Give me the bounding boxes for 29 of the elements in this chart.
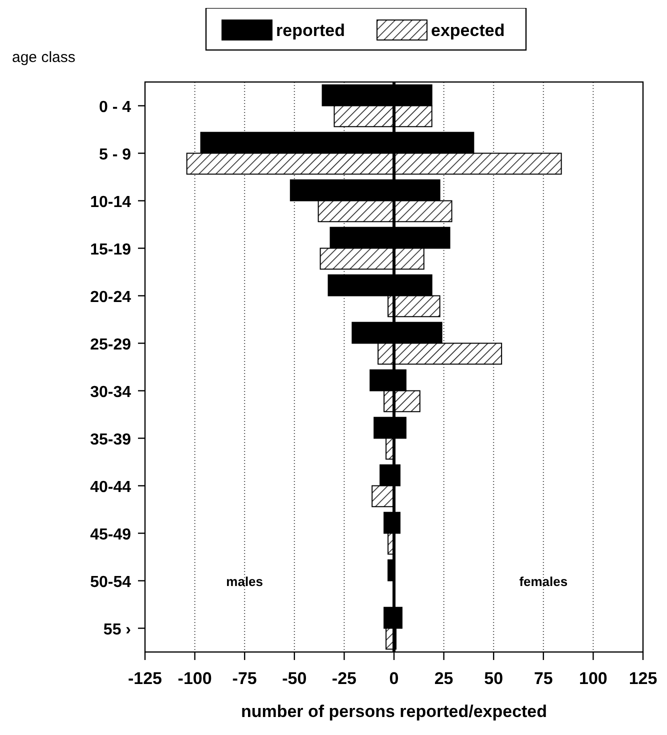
x-tick-label: 25 <box>434 669 454 688</box>
y-tick-label: 25-29 <box>90 336 132 354</box>
y-tick-label: 15-19 <box>90 241 132 258</box>
y-tick-label: 0 - 4 <box>98 98 132 116</box>
x-tick-label: 50 <box>484 669 504 688</box>
y-tick-label: 40-44 <box>90 478 132 496</box>
y-axis-title: age class <box>12 49 76 66</box>
y-tick-label: 20-24 <box>90 288 132 306</box>
y-tick-label: 45-49 <box>90 526 132 544</box>
y-tick-label: 50-54 <box>90 574 132 591</box>
x-tick-label: -100 <box>178 669 212 688</box>
annotation: females <box>519 574 568 589</box>
y-tick-label: 30-34 <box>90 384 132 401</box>
y-tick-label: 10-14 <box>90 194 132 211</box>
y-tick-label: 35-39 <box>90 431 132 448</box>
legend-label: expected <box>431 21 505 40</box>
y-tick-label: 5 - 9 <box>98 146 132 164</box>
x-axis-title: number of persons reported/expected <box>240 702 548 721</box>
x-tick-label: 100 <box>579 669 608 688</box>
x-tick-label: -125 <box>128 669 162 688</box>
x-tick-label: 125 <box>628 669 658 688</box>
x-tick-label: -50 <box>282 669 307 688</box>
y-tick-label: 55 › <box>103 621 131 638</box>
annotation: males <box>226 574 264 589</box>
x-tick-label: 75 <box>534 669 553 688</box>
x-tick-label: 0 <box>389 669 399 688</box>
x-tick-label: -75 <box>232 669 257 688</box>
legend-label: reported <box>276 21 345 40</box>
x-tick-label: -25 <box>332 669 356 688</box>
